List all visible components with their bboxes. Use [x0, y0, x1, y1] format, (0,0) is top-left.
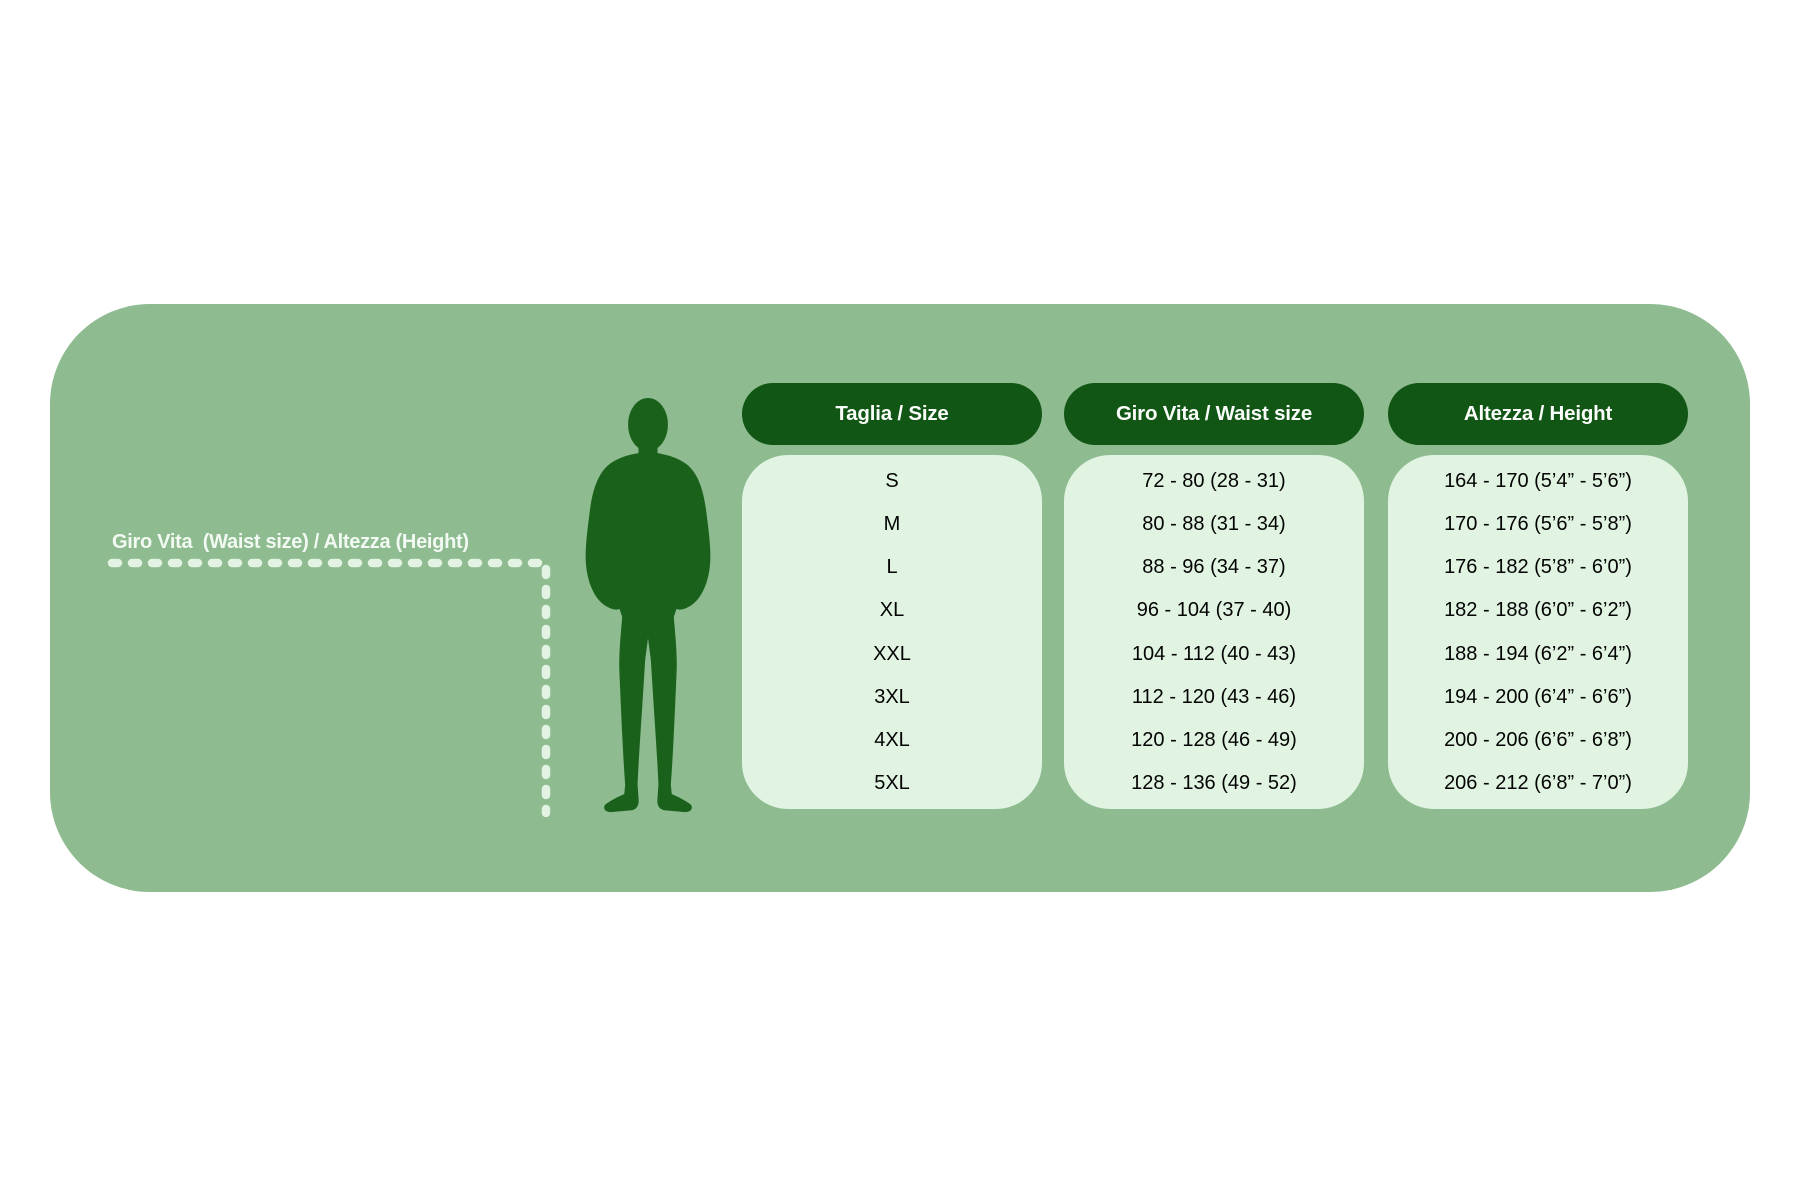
height-cell: 188 - 194 (6’2” - 6’4”)	[1444, 642, 1632, 665]
column-height: Altezza / Height 164 - 170 (5’4” - 5’6”)…	[1388, 383, 1688, 809]
man-silhouette-icon	[585, 397, 711, 813]
column-header-waist: Giro Vita / Waist size	[1064, 383, 1364, 445]
size-cell: 5XL	[874, 772, 910, 795]
column-header-size: Taglia / Size	[742, 383, 1042, 445]
size-cell: L	[886, 556, 898, 579]
height-cell: 206 - 212 (6’8” - 7’0”)	[1444, 772, 1632, 795]
column-body-height: 164 - 170 (5’4” - 5’6”) 170 - 176 (5’6” …	[1388, 455, 1688, 809]
column-waist: Giro Vita / Waist size 72 - 80 (28 - 31)…	[1064, 383, 1364, 809]
waist-cell: 104 - 112 (40 - 43)	[1131, 642, 1297, 665]
waist-cell: 80 - 88 (31 - 34)	[1142, 512, 1286, 535]
column-size: Taglia / Size S M L XL XXL 3XL 4XL 5XL	[742, 383, 1042, 809]
height-cell: 164 - 170 (5’4” - 5’6”)	[1444, 469, 1632, 492]
column-body-waist: 72 - 80 (28 - 31) 80 - 88 (31 - 34) 88 -…	[1064, 455, 1364, 809]
size-cell: 3XL	[874, 685, 910, 708]
height-cell: 182 - 188 (6’0” - 6’2”)	[1444, 599, 1632, 622]
column-header-height: Altezza / Height	[1388, 383, 1688, 445]
waist-cell: 112 - 120 (43 - 46)	[1131, 685, 1297, 708]
size-cell: M	[883, 512, 901, 535]
waist-cell: 96 - 104 (37 - 40)	[1136, 599, 1292, 622]
height-cell: 176 - 182 (5’8” - 6’0”)	[1444, 556, 1632, 579]
height-cell: 194 - 200 (6’4” - 6’6”)	[1444, 685, 1632, 708]
column-body-size: S M L XL XXL 3XL 4XL 5XL	[742, 455, 1042, 809]
waist-cell: 72 - 80 (28 - 31)	[1142, 469, 1286, 492]
height-cell: 200 - 206 (6’6” - 6’8”)	[1444, 729, 1632, 752]
size-cell: XL	[879, 599, 905, 622]
waist-cell: 128 - 136 (49 - 52)	[1131, 772, 1297, 795]
size-cell: S	[885, 469, 899, 492]
height-cell: 170 - 176 (5’6” - 5’8”)	[1444, 512, 1632, 535]
size-cell: XXL	[873, 642, 911, 665]
measure-label: Giro Vita (Waist size) / Altezza (Height…	[112, 531, 469, 553]
waist-cell: 120 - 128 (46 - 49)	[1131, 729, 1297, 752]
size-cell: 4XL	[874, 729, 910, 752]
waist-cell: 88 - 96 (34 - 37)	[1142, 556, 1286, 579]
